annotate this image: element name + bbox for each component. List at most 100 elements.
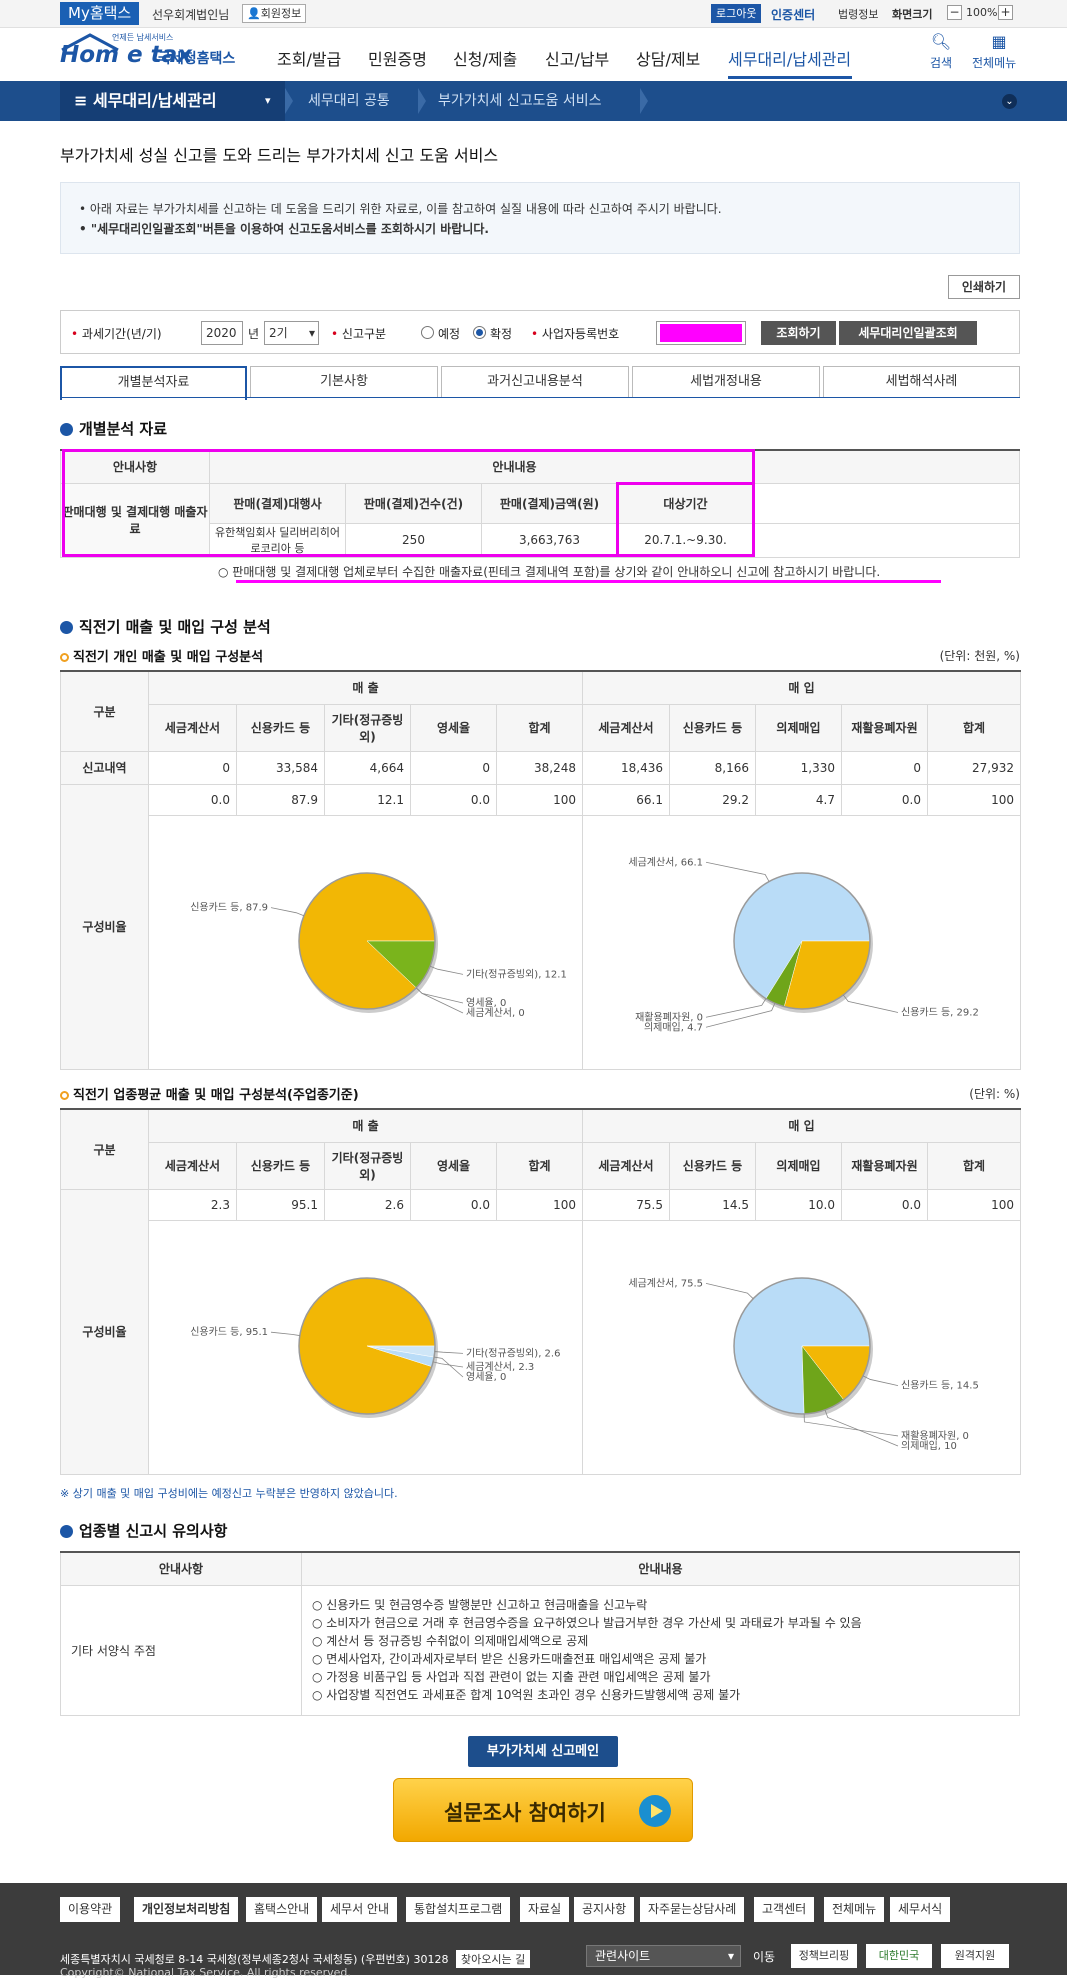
all-menu-label[interactable]: 전체메뉴 [972, 56, 1017, 70]
search-icon[interactable]: 🔍︎ [930, 32, 952, 51]
member-info-button[interactable]: 👤회원정보 [242, 4, 307, 23]
value-cell: 2.6 [324, 1188, 411, 1221]
page-title: 부가가치세 성실 신고를 도와 드리는 부가가치세 신고 도움 서비스 [60, 146, 499, 165]
gnb-tax-agent[interactable]: 세무대리/납세관리 [728, 50, 852, 69]
pie-outline [298, 1276, 436, 1415]
search-label[interactable]: 검색 [930, 56, 953, 70]
term-select[interactable]: 2기 ▾ [264, 321, 319, 345]
footer-link[interactable]: 자료실 [520, 1897, 570, 1922]
pie-outline [298, 871, 436, 1010]
purchase-header: 매 입 [582, 670, 1021, 705]
grid-menu-icon[interactable]: ▦ [991, 32, 1007, 51]
col-header: 신용카드 등 [236, 703, 325, 752]
subsection-title: 직전기 업종평균 매출 및 매입 구성분석(주업종기준) [60, 1084, 359, 1103]
col-header: 기타(정규증빙 외) [324, 1141, 411, 1190]
go-button[interactable]: 이동 [753, 1950, 776, 1964]
gnb-consult[interactable]: 상담/제보 [636, 50, 701, 69]
footer-link[interactable]: 세무서 안내 [322, 1897, 398, 1922]
agent-cell: 유한책임회사 딜리버리히어로코리아 등 [209, 522, 346, 558]
radio-prelim-label: 예정 [438, 327, 461, 341]
survey-button[interactable]: 설문조사 참여하기 [393, 1778, 693, 1842]
footer-link[interactable]: 전체메뉴 [824, 1897, 885, 1922]
footer-link[interactable]: 공지사항 [574, 1897, 635, 1922]
logout-button[interactable]: 로그아웃 [711, 4, 762, 23]
leader-line [416, 987, 464, 1013]
col-header: 재활용폐자원 [841, 1141, 928, 1190]
caution-item: ○ 가정용 비품구입 등 사업과 직접 관련이 없는 지출 관련 매입세액은 공… [312, 1670, 711, 1684]
footer-link[interactable]: 고객센터 [754, 1897, 815, 1922]
col-header: 세금계산서 [582, 703, 670, 752]
pie-cell: 신용카드 등, 95.1 세금계산서, 2.3 영세율, 0 기타(정규증빙외), 2… [148, 1219, 583, 1475]
unit-label: (단위: %) [969, 1087, 1020, 1101]
col-header: 신용카드 등 [669, 1141, 756, 1190]
analysis-table: 안내사항 안내내용 판매대행 및 결제대행 매출자료 판매(결제)대행사 판매(결제… [60, 449, 1020, 558]
section-title: 개별분석 자료 [60, 418, 167, 439]
remote-support-banner[interactable]: 원격지원 [941, 1944, 1009, 1968]
col-header: 세금계산서 [148, 1141, 237, 1190]
mytax-button[interactable]: My홈택스 [60, 2, 140, 25]
leader-line [705, 1282, 753, 1299]
pie-outline [732, 871, 871, 1010]
logo-slogan: 언제든 납세서비스 [112, 33, 174, 42]
screen-size-label: 화면크기 [892, 8, 933, 21]
caution-table: 안내사항 안내내용 기타 서양식 주점 ○ 신용카드 및 현금영수증 발행분만 신… [60, 1551, 1020, 1716]
gnb-certificate[interactable]: 민원증명 [368, 50, 427, 69]
related-sites-select[interactable]: 관련사이트 ▾ [586, 1945, 741, 1967]
location-bar: ≡ 세무대리/납세관리 ▾ 세무대리 공통 부가가치세 신고도움 서비스 [0, 81, 1067, 121]
hometax-logo[interactable]: 언제든 납세서비스 Hom e tax 국세청홈택스 [60, 32, 245, 76]
leader-line [862, 1375, 898, 1386]
caution-list: ○ 신용카드 및 현금영수증 발행분만 신고하고 현금매출을 신고누락 ○ 소비자… [301, 1584, 1020, 1716]
col-header: 판매(결제)금액(원) [481, 482, 618, 524]
radio-prelim[interactable] [421, 326, 434, 339]
footer-link[interactable]: 이용약관 [60, 1897, 121, 1922]
tab-history[interactable]: 과거신고내용분석 [441, 366, 629, 398]
expand-circle-icon[interactable]: ⌄ [1002, 94, 1017, 109]
footer-link[interactable]: 통합설치프로그램 [406, 1897, 511, 1922]
pie-cell: 세금계산서, 75.5 재활용폐자원, 0 의제매입, 10 신용카드 등, 14.5 [582, 1219, 1021, 1475]
policy-briefing-banner[interactable]: 정책브리핑 [791, 1944, 857, 1968]
query-button[interactable]: 조회하기 [761, 321, 836, 345]
value-cell: 75.5 [582, 1188, 670, 1221]
gnb-application[interactable]: 신청/제출 [453, 50, 518, 69]
logo-text: Hom e tax [60, 42, 192, 68]
top-utility-bar [0, 0, 1067, 28]
leader-line [705, 861, 769, 882]
zoom-out-button[interactable]: − [947, 5, 962, 20]
footer-link[interactable]: 개인정보처리방침 [134, 1897, 239, 1922]
footer-link[interactable]: 홈택스안내 [246, 1897, 318, 1922]
data-label: 영세율, 0 [466, 1371, 506, 1383]
leader-line [270, 906, 305, 916]
bulk-query-button[interactable]: 세무대리인일괄조회 [839, 321, 977, 345]
table-header: 안내내용 [209, 449, 1020, 484]
radio-final[interactable] [473, 326, 486, 339]
korea-banner[interactable]: 대한민국 [866, 1944, 932, 1968]
biz-no-input[interactable] [656, 321, 746, 345]
gnb-inquiry[interactable]: 조회/발급 [277, 50, 342, 69]
tab-law-change[interactable]: 세법개정내용 [632, 366, 820, 398]
col-header: 세금계산서 [582, 1141, 670, 1190]
breadcrumb-item[interactable]: 세무대리 공통 [308, 93, 390, 109]
tab-individual[interactable]: 개별분석자료 [60, 366, 247, 400]
breadcrumb-item[interactable]: 부가가치세 신고도움 서비스 [438, 93, 602, 109]
vat-main-button[interactable]: 부가가치세 신고메인 [468, 1736, 618, 1767]
industry-cell: 기타 서양식 주점 [60, 1584, 302, 1716]
directions-button[interactable]: 찾아오시는 길 [455, 1950, 531, 1968]
data-label: 신용카드 등, 14.5 [901, 1379, 979, 1391]
section-dropdown[interactable]: ≡ 세무대리/납세관리 ▾ [60, 81, 285, 121]
gnb-report-pay[interactable]: 신고/납부 [545, 50, 610, 69]
tab-basic[interactable]: 기본사항 [250, 366, 438, 398]
period-label: • 과세기간(년/기) [71, 327, 162, 341]
cert-center-link[interactable]: 인증센터 [771, 8, 816, 22]
footer-link[interactable]: 세무서식 [890, 1897, 951, 1922]
col-header: 세금계산서 [148, 703, 237, 752]
leader-line [824, 1409, 898, 1446]
gnb-active-indicator [728, 76, 852, 79]
print-button[interactable]: 인쇄하기 [948, 275, 1020, 299]
orange-bullet-icon [60, 653, 69, 662]
footer-link[interactable]: 자주묻는상담사례 [640, 1897, 745, 1922]
tab-interpretation[interactable]: 세법해석사례 [823, 366, 1020, 398]
year-input[interactable]: 2020 [201, 321, 243, 345]
zoom-in-button[interactable]: + [998, 5, 1013, 20]
law-info-link[interactable]: 법령정보 [838, 8, 879, 21]
